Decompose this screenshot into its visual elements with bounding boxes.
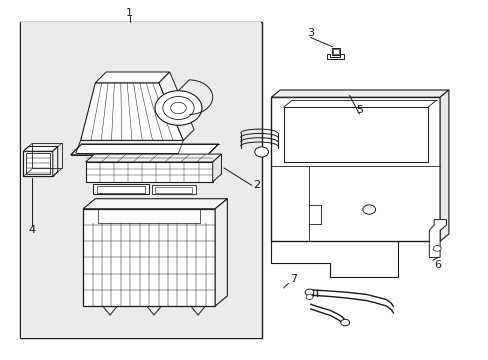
Bar [283, 107, 427, 162]
Circle shape [170, 102, 186, 114]
Polygon shape [81, 83, 183, 140]
Bar [97, 186, 145, 193]
Bar [332, 49, 338, 54]
Text: 7: 7 [289, 274, 296, 284]
Polygon shape [326, 54, 343, 59]
Polygon shape [271, 90, 448, 97]
Text: 6: 6 [433, 260, 440, 270]
Circle shape [163, 96, 194, 120]
Circle shape [432, 246, 440, 251]
Circle shape [340, 319, 349, 326]
Polygon shape [159, 72, 194, 140]
Circle shape [155, 91, 202, 125]
Bar [83, 209, 215, 306]
Bar [32, 143, 61, 168]
Polygon shape [271, 97, 439, 241]
Bar [20, 22, 261, 338]
Polygon shape [85, 154, 221, 162]
Bar [151, 185, 195, 194]
Polygon shape [212, 154, 221, 182]
Polygon shape [95, 72, 169, 83]
Polygon shape [53, 147, 58, 176]
Bar [93, 184, 149, 194]
Circle shape [254, 147, 268, 157]
Text: 3: 3 [306, 28, 313, 38]
Circle shape [305, 294, 312, 300]
Bar [85, 162, 212, 182]
Circle shape [305, 289, 313, 296]
Polygon shape [215, 199, 227, 306]
Polygon shape [23, 147, 58, 151]
Text: 5: 5 [355, 105, 362, 115]
Polygon shape [83, 199, 227, 209]
Bar [23, 151, 53, 176]
Bar [20, 22, 260, 338]
Circle shape [362, 205, 375, 214]
Bar [331, 48, 340, 55]
Polygon shape [428, 220, 446, 257]
Bar [26, 153, 50, 174]
Text: 4: 4 [28, 225, 35, 235]
Polygon shape [71, 144, 218, 155]
Bar [155, 187, 192, 193]
Text: 2: 2 [253, 180, 260, 190]
Text: 1: 1 [126, 8, 133, 18]
Polygon shape [439, 90, 448, 241]
